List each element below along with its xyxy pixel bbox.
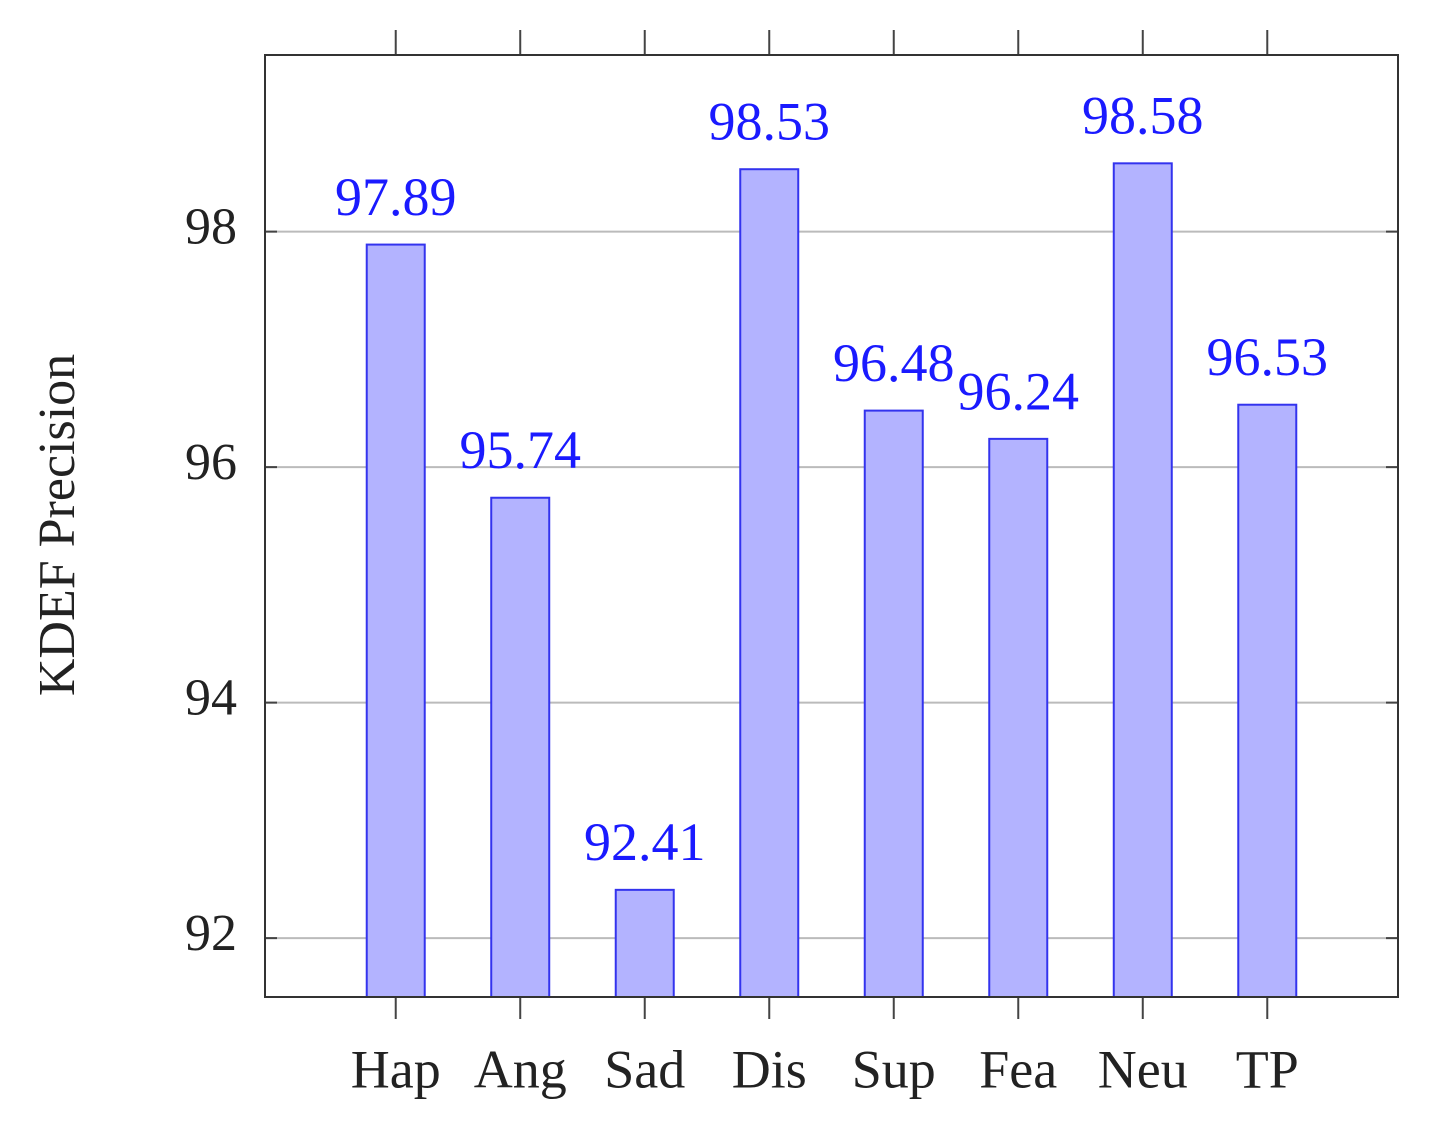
bar bbox=[1112, 162, 1173, 998]
value-label: 95.74 bbox=[459, 420, 581, 480]
bar bbox=[863, 409, 924, 999]
y-tick-label: 98 bbox=[185, 199, 237, 256]
x-tick-label: TP bbox=[1236, 1039, 1299, 1099]
plot-frame bbox=[264, 54, 1399, 998]
bar bbox=[614, 888, 675, 998]
bar bbox=[1237, 403, 1298, 998]
y-tick-label: 94 bbox=[185, 670, 237, 727]
x-tick-label: Dis bbox=[732, 1039, 807, 1099]
y-axis-label: KDEF Precision bbox=[29, 354, 86, 696]
x-tick-label: Fea bbox=[979, 1039, 1057, 1099]
value-label: 97.89 bbox=[335, 167, 457, 227]
value-label: 92.41 bbox=[584, 812, 706, 872]
x-tick-label: Hap bbox=[351, 1039, 441, 1099]
x-tick-label: Sad bbox=[604, 1039, 685, 1099]
value-label: 98.58 bbox=[1082, 86, 1204, 146]
bar bbox=[739, 168, 800, 998]
bar bbox=[988, 437, 1049, 998]
value-label: 96.24 bbox=[958, 361, 1080, 421]
x-tick-label: Ang bbox=[474, 1039, 567, 1099]
value-label: 96.48 bbox=[833, 333, 955, 393]
y-tick-label: 96 bbox=[185, 434, 237, 491]
x-tick-label: Neu bbox=[1098, 1039, 1188, 1099]
value-label: 96.53 bbox=[1207, 327, 1329, 387]
bar bbox=[365, 243, 426, 998]
x-tick-label: Sup bbox=[852, 1039, 936, 1099]
value-label: 98.53 bbox=[708, 92, 830, 152]
y-tick-label: 92 bbox=[185, 905, 237, 962]
bar bbox=[490, 496, 551, 998]
